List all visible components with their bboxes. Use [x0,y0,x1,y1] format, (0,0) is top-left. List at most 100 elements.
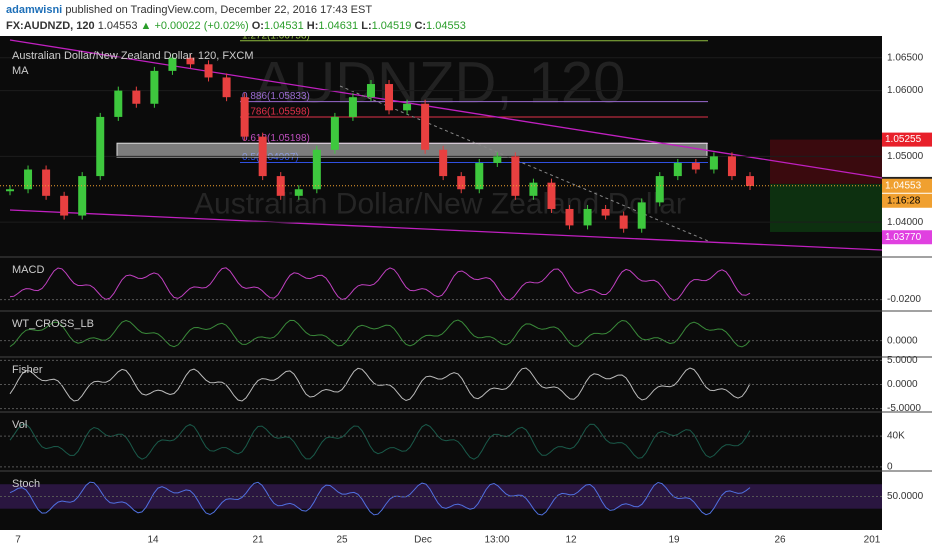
candle [727,156,736,177]
indicator-line [9,367,751,402]
y-tick-label: 1.06000 [887,85,924,96]
channel-bottom [9,209,883,251]
candle [150,70,159,104]
candle [529,182,538,196]
publish-line: adamwisni published on TradingView.com, … [6,4,372,16]
price-tag-label: 1.04553 [885,180,922,191]
pane-label: MACD [12,264,44,276]
y-tick-label: 0 [887,462,893,473]
pane-label: Fisher [12,364,43,376]
candle [294,189,303,196]
candle [60,195,69,216]
countdown-tag [882,193,932,208]
y-tick-label: 0.0000 [887,379,918,390]
candle [619,215,628,229]
y-tick-label: 50.0000 [887,491,924,502]
candle [312,149,321,190]
candle [439,149,448,177]
y-tick-label: -0.0200 [887,294,921,305]
candle [673,162,682,177]
published: published on TradingView.com, December 2… [65,4,373,16]
fib-label: 0.886(1.05833) [242,91,310,102]
candle [655,176,664,203]
h-label: H: [306,20,319,32]
candle [78,176,87,216]
trend-dash [339,85,709,242]
fib-label: 0.5(1.04907) [242,152,299,163]
user[interactable]: adamwisni [6,4,63,16]
fib-label: 0.786(1.05598) [242,107,310,118]
candle [547,182,556,209]
open: 1.04531 [263,20,304,32]
price-tag [882,132,932,147]
y-tick-label: 1.06500 [887,52,924,63]
c-label: C: [414,20,427,32]
candle [457,176,466,190]
fib-label: 0.618(1.05198) [242,133,310,144]
price-tag [882,178,932,193]
indicator-line [9,319,751,348]
candle [114,90,123,117]
quote-line: FX:AUDNZD, 120 1.04553 ▲ +0.00022 (+0.02… [6,20,466,32]
x-tick-label: 21 [252,535,264,546]
l-label: L: [361,20,372,32]
o-label: O: [251,20,264,32]
main-title: Australian Dollar/New Zealand Dollar, 12… [12,50,254,62]
symbol: FX:AUDNZD, 120 [6,20,95,32]
price-tag-label: 1.03770 [885,232,922,243]
y-tick-label: 40K [887,431,905,442]
candle [421,103,430,150]
candle [691,162,700,170]
change: ▲ +0.00022 (+0.02%) [140,20,249,32]
candle [637,202,646,229]
price-axis [882,36,932,530]
risk-box [770,139,882,184]
zone-box [116,142,708,158]
candle [204,64,213,78]
indicator-line [9,423,751,460]
candle [565,208,574,226]
candle [366,84,375,98]
x-tick-label: 201 [864,535,881,546]
y-tick-label: 1.05000 [887,151,924,162]
x-tick-label: 14 [147,535,159,546]
y-tick-label: 5.0000 [887,355,918,366]
candle [475,162,484,190]
candle [511,156,520,196]
indicator-line [9,267,751,301]
candle [348,97,357,117]
candle [276,176,285,196]
x-tick-label: 25 [336,535,348,546]
watermark: AUDNZD, 120 [255,51,626,116]
candle [330,116,339,150]
candle [601,208,610,216]
candle [240,97,249,137]
x-tick-label: 13:00 [484,535,509,546]
target-box [770,183,882,232]
last: 1.04553 [97,20,138,32]
header: adamwisni published on TradingView.com, … [0,0,932,36]
candle [6,189,14,192]
x-tick-label: 26 [774,535,786,546]
candle [258,136,267,177]
fib-label: 1.272(1.06758) [242,36,310,41]
candle [403,103,412,111]
candle [168,57,177,71]
candle [96,116,105,177]
y-tick-label: 0.0000 [887,335,918,346]
candle [709,156,718,170]
candle [24,169,33,190]
candle [583,208,592,226]
close: 1.04553 [426,20,466,32]
price-tag-label: 1.05255 [885,134,922,145]
y-tick-label: -5.0000 [887,403,921,414]
candle [746,176,754,186]
pane-label: Vol [12,419,27,431]
candle [222,77,231,98]
x-tick-label: 7 [15,535,21,546]
channel-top [9,39,883,179]
x-tick-label: 19 [668,535,680,546]
watermark-name: Australian Dollar/New Zealand Dollar [194,188,686,221]
